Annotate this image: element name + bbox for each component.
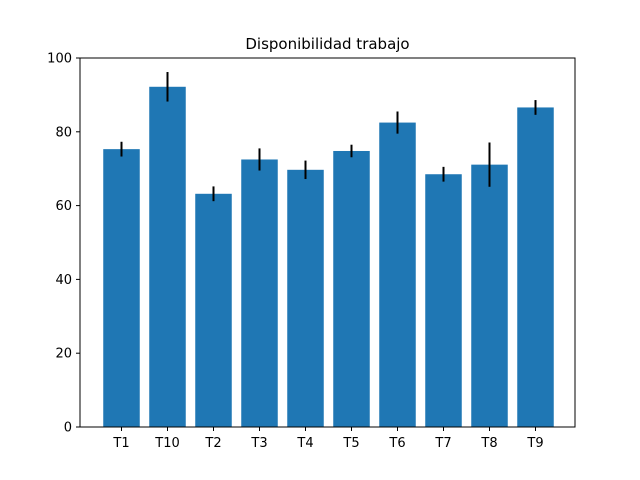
bars-group xyxy=(103,86,554,428)
bar xyxy=(287,169,324,427)
y-tick-label: 20 xyxy=(55,347,72,362)
bar xyxy=(379,122,416,427)
bar xyxy=(425,174,462,427)
chart-title: Disponibilidad trabajo xyxy=(245,35,409,53)
x-tick-label: T6 xyxy=(388,436,405,451)
bar xyxy=(103,149,140,427)
y-tick-label: 60 xyxy=(55,199,72,214)
bar xyxy=(333,150,370,427)
x-tick-label: T8 xyxy=(480,436,497,451)
y-tick-label: 0 xyxy=(64,421,72,436)
y-axis: 0 20 40 60 80 100 xyxy=(47,52,80,436)
x-tick-label: T4 xyxy=(296,436,313,451)
bar xyxy=(517,107,554,428)
y-tick-label: 80 xyxy=(55,125,72,140)
x-tick-label: T3 xyxy=(250,436,267,451)
bar xyxy=(471,164,508,428)
y-tick-label: 40 xyxy=(55,273,72,288)
x-tick-label: T9 xyxy=(526,436,543,451)
x-tick-label: T5 xyxy=(342,436,359,451)
bar xyxy=(195,193,232,427)
x-tick-label: T1 xyxy=(112,436,129,451)
bar xyxy=(149,86,186,428)
x-tick-label: T10 xyxy=(154,436,179,451)
x-tick-label: T7 xyxy=(434,436,451,451)
x-tick-label: T2 xyxy=(204,436,221,451)
x-axis: T1 T10 T2 T3 T4 T5 T6 T7 T8 T9 xyxy=(112,427,544,451)
errorbars-group xyxy=(120,72,537,202)
bar xyxy=(241,159,278,427)
y-tick-label: 100 xyxy=(47,52,72,67)
plot-frame xyxy=(79,57,576,428)
